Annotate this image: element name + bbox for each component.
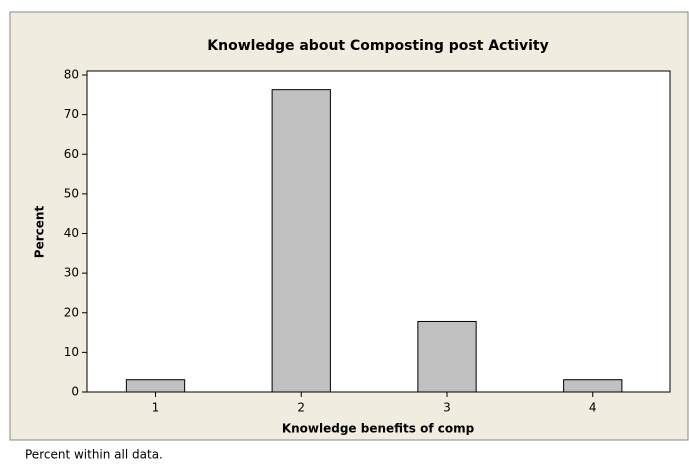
y-tick-label: 0	[71, 385, 79, 399]
x-tick-label: 4	[589, 401, 597, 415]
y-tick-label: 60	[64, 147, 79, 161]
y-tick-label: 80	[64, 68, 79, 82]
x-axis-label: Knowledge benefits of comp	[282, 422, 475, 436]
y-axis-label: Percent	[33, 206, 47, 259]
plot-area	[86, 70, 671, 393]
x-tick-label: 3	[443, 401, 451, 415]
y-tick-label: 40	[64, 226, 79, 240]
y-tick-label: 50	[64, 186, 79, 200]
bar	[125, 379, 186, 393]
bar	[417, 320, 477, 393]
y-tick-label: 30	[64, 266, 79, 280]
chart-title: Knowledge about Composting post Activity	[207, 38, 548, 54]
x-tick-label: 2	[297, 401, 305, 415]
x-tick-label: 1	[152, 401, 160, 415]
y-tick-label: 10	[64, 345, 79, 359]
y-tick-label: 20	[64, 305, 79, 319]
footnote: Percent within all data.	[25, 448, 163, 462]
y-tick-label: 70	[64, 107, 79, 121]
bar	[563, 379, 623, 393]
bar	[271, 89, 331, 393]
